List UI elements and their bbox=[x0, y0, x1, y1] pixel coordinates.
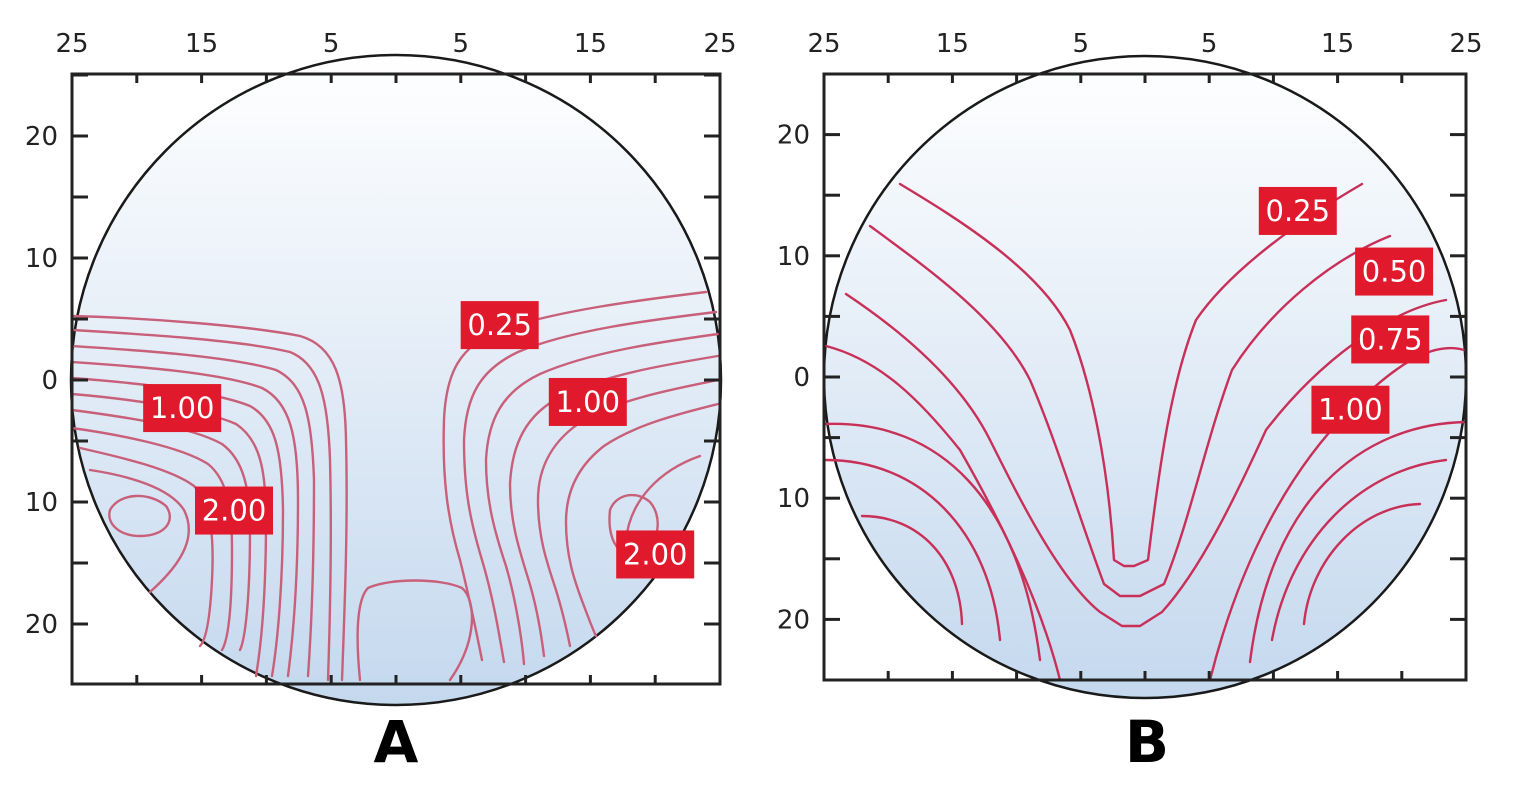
contour-label-box bbox=[460, 301, 539, 350]
contour-line bbox=[1248, 420, 1468, 664]
contour-line bbox=[824, 458, 1002, 642]
contour-label: 2.00 bbox=[616, 530, 695, 579]
contour-label-box bbox=[1355, 247, 1434, 296]
y-tick-label: 10 bbox=[777, 242, 810, 272]
panel-a: 25 15 5 5 15 25 20 10 0 10 20 0.25 1.00 1.00 2.00 2.00 A bbox=[25, 29, 737, 776]
contour-label-box bbox=[143, 384, 222, 433]
contour-line bbox=[442, 290, 708, 662]
contour-lines-a bbox=[70, 290, 720, 682]
contour-label-box bbox=[1351, 315, 1430, 364]
contour-label-text: 2.00 bbox=[623, 537, 688, 571]
contour-label-box bbox=[1258, 186, 1337, 235]
contour-lines-b bbox=[824, 182, 1468, 682]
x-tick-label: 5 bbox=[1201, 29, 1218, 59]
contour-label-text: 1.00 bbox=[556, 385, 621, 419]
x-tick-label: 15 bbox=[936, 29, 969, 59]
contour-line bbox=[1270, 458, 1448, 642]
contour-label-box bbox=[195, 486, 273, 535]
x-tick-label: 25 bbox=[703, 29, 736, 59]
contour-label-text: 0.25 bbox=[467, 308, 532, 342]
contour-label-box bbox=[1311, 385, 1390, 434]
contour-line bbox=[844, 292, 1448, 628]
contour-label: 1.00 bbox=[548, 377, 627, 426]
contour-line bbox=[824, 422, 1042, 662]
contour-line bbox=[564, 402, 720, 638]
y-tick-label: 0 bbox=[793, 363, 810, 393]
contour-label-box bbox=[616, 530, 695, 579]
contour-label-text: 1.00 bbox=[1318, 393, 1383, 427]
contour-label: 1.00 bbox=[143, 384, 222, 433]
contour-line bbox=[462, 310, 718, 664]
y-tick-label: 10 bbox=[25, 244, 58, 274]
contour-label-text: 1.00 bbox=[150, 391, 215, 425]
contour-label: 0.50 bbox=[1355, 247, 1434, 296]
contour-line bbox=[536, 378, 720, 648]
x-tick-label: 15 bbox=[574, 29, 607, 59]
contour-line bbox=[860, 514, 964, 626]
x-tick-label: 15 bbox=[185, 29, 218, 59]
contour-line bbox=[868, 224, 1392, 598]
contour-line bbox=[898, 182, 1364, 568]
y-tick-label: 20 bbox=[25, 122, 58, 152]
contour-label-text: 2.00 bbox=[202, 494, 267, 528]
contour-line bbox=[108, 494, 171, 538]
y-tick-label: 20 bbox=[777, 121, 810, 151]
contour-label: 0.25 bbox=[1258, 186, 1337, 235]
panel-letter: B bbox=[1125, 708, 1169, 776]
contour-line bbox=[70, 314, 348, 682]
x-tick-label: 5 bbox=[453, 29, 470, 59]
y-tick-label: 20 bbox=[777, 605, 810, 635]
y-tick-label: 10 bbox=[25, 488, 58, 518]
contour-label: 0.25 bbox=[460, 301, 539, 350]
contour-label-text: 0.25 bbox=[1266, 194, 1331, 228]
panel-b: 25 15 5 5 15 25 20 10 0 10 20 0.25 0.50 0.75 1.00 B bbox=[777, 29, 1483, 776]
contour-line bbox=[508, 354, 720, 658]
contour-line bbox=[70, 360, 300, 678]
contour-label-text: 0.50 bbox=[1362, 255, 1427, 289]
y-tick-label: 10 bbox=[777, 484, 810, 514]
x-tick-label: 25 bbox=[55, 29, 88, 59]
x-tick-label: 25 bbox=[807, 29, 840, 59]
contour-label: 1.00 bbox=[1311, 385, 1390, 434]
contour-label-text: 0.75 bbox=[1358, 322, 1423, 356]
contour-label: 2.00 bbox=[195, 486, 273, 535]
y-tick-label: 0 bbox=[41, 366, 58, 396]
contour-line bbox=[484, 332, 720, 666]
y-tick-label: 20 bbox=[25, 610, 58, 640]
x-tick-label: 5 bbox=[1073, 29, 1090, 59]
contour-line bbox=[70, 344, 316, 678]
contour-line bbox=[1302, 502, 1422, 626]
contour-line bbox=[88, 468, 191, 594]
contour-line bbox=[356, 579, 474, 682]
x-tick-label: 5 bbox=[323, 29, 340, 59]
contour-line bbox=[70, 328, 333, 682]
contour-label: 0.75 bbox=[1351, 315, 1430, 364]
x-tick-label: 25 bbox=[1449, 29, 1482, 59]
lens-outline-b bbox=[822, 54, 1468, 700]
contour-label-box bbox=[548, 377, 627, 426]
contour-line bbox=[824, 344, 1062, 682]
x-tick-label: 15 bbox=[1321, 29, 1354, 59]
panel-letter: A bbox=[374, 708, 419, 776]
